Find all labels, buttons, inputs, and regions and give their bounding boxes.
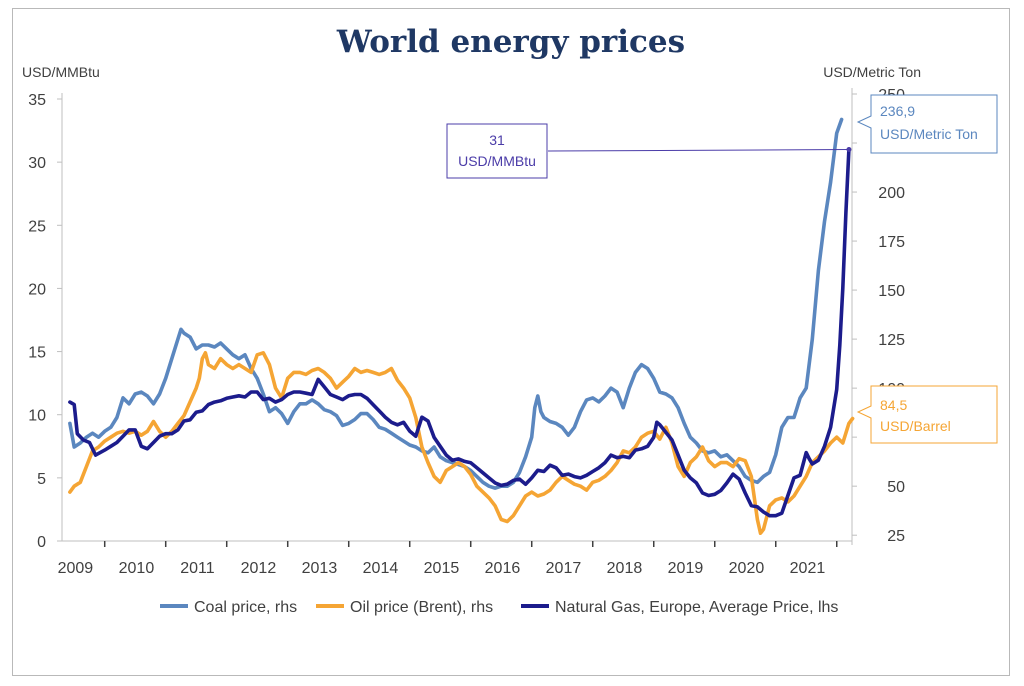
x-tick-label: 2010 xyxy=(119,560,155,577)
x-tick-label: 2019 xyxy=(668,560,704,577)
oil-callout-box xyxy=(856,385,998,444)
y-right-unit-label: USD/Metric Ton xyxy=(823,64,921,80)
coal-callout-value: 236,9 xyxy=(880,103,915,119)
legend-label-0: Coal price, rhs xyxy=(194,599,297,616)
y-left-tick-label: 15 xyxy=(28,345,46,362)
x-tick-label: 2021 xyxy=(790,560,826,577)
y-left-tick-label: 20 xyxy=(28,281,46,298)
y-left-tick-label: 35 xyxy=(28,92,46,109)
x-tick-label: 2011 xyxy=(180,560,215,577)
x-tick-label: 2013 xyxy=(302,560,338,577)
y-left-tick-label: 10 xyxy=(28,408,46,425)
gas-callout-unit: USD/MMBtu xyxy=(458,153,536,169)
series-line-2 xyxy=(68,147,851,518)
y-left-tick-label: 5 xyxy=(37,471,46,488)
y-right-tick-label: 25 xyxy=(887,528,905,545)
y-right-tick-label: 150 xyxy=(878,283,905,300)
series-line-1 xyxy=(68,351,855,535)
annotations: 31 USD/MMBtu 236,9 USD/Metric Ton 84,5 USD/Ba… xyxy=(446,94,998,444)
legend-label-1: Oil price (Brent), rhs xyxy=(350,599,493,616)
x-tick-label: 2017 xyxy=(546,560,582,577)
gas-callout-marker xyxy=(846,147,852,153)
y-left-tick-label: 25 xyxy=(28,218,46,235)
y-right-tick-label: 125 xyxy=(878,332,905,349)
gas-callout-value: 31 xyxy=(489,132,505,148)
chart-title: World energy prices xyxy=(336,24,685,60)
x-tick-label: 2018 xyxy=(607,560,643,577)
y-right-tick-label: 200 xyxy=(878,185,905,202)
x-tick-label: 2014 xyxy=(363,560,399,577)
legend: Coal price, rhs Oil price (Brent), rhs Nat… xyxy=(160,599,838,616)
y-left-unit-label: USD/MMBtu xyxy=(22,64,100,80)
oil-callout-value: 84,5 xyxy=(880,397,907,413)
y-right-tick-label: 50 xyxy=(887,479,905,496)
gas-callout-leader xyxy=(547,149,849,152)
coal-callout-box xyxy=(856,94,998,154)
y-left-tick-label: 30 xyxy=(28,155,46,172)
x-tick-label: 2009 xyxy=(58,560,94,577)
coal-callout-unit: USD/Metric Ton xyxy=(880,126,978,142)
x-tick-label: 2020 xyxy=(729,560,765,577)
oil-callout-unit: USD/Barrel xyxy=(880,418,951,434)
legend-label-2: Natural Gas, Europe, Average Price, lhs xyxy=(555,599,838,616)
chart-frame xyxy=(12,8,1010,676)
x-tick-label: 2015 xyxy=(424,560,460,577)
y-right-tick-label: 175 xyxy=(878,234,905,251)
gas-callout-box xyxy=(446,123,548,179)
x-tick-label: 2012 xyxy=(241,560,277,577)
x-tick-label: 2016 xyxy=(485,560,521,577)
y-left-tick-label: 0 xyxy=(37,534,46,551)
axes: 0510152025303525507510012515017520025020… xyxy=(28,87,905,577)
series-lines xyxy=(68,117,855,535)
